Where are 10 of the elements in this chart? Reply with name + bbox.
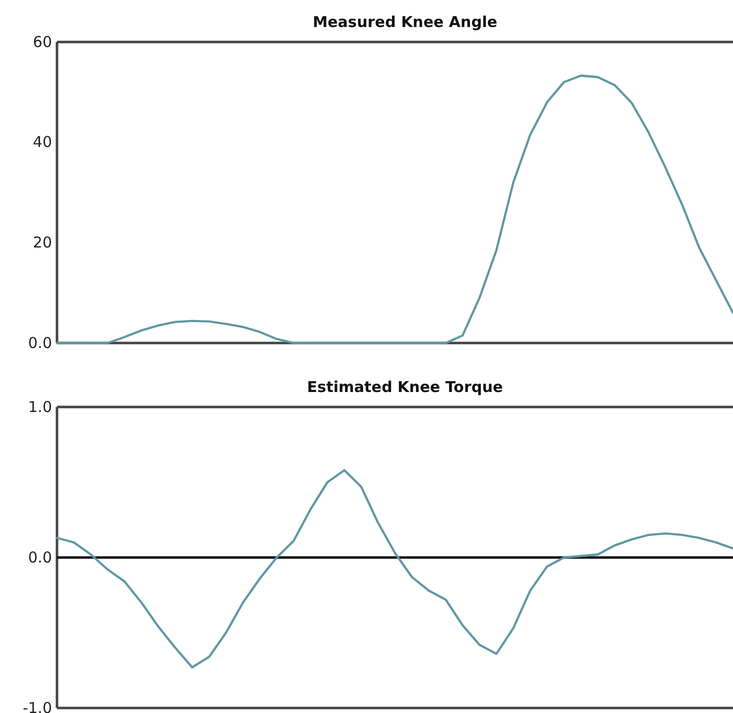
y-tick-label: -1.0 <box>22 698 52 713</box>
y-tick-label: 60 <box>32 32 52 51</box>
y-tick-label: 1.0 <box>28 398 52 416</box>
chart-title: Estimated Knee Torque <box>307 378 503 396</box>
y-tick-label: 40 <box>32 133 52 152</box>
y-tick-label: 20 <box>32 233 52 252</box>
y-tick-label: 0.0 <box>28 548 52 566</box>
chart-title: Measured Knee Angle <box>312 13 498 31</box>
line-series <box>56 469 733 668</box>
y-tick-label: 0.0 <box>28 334 52 352</box>
